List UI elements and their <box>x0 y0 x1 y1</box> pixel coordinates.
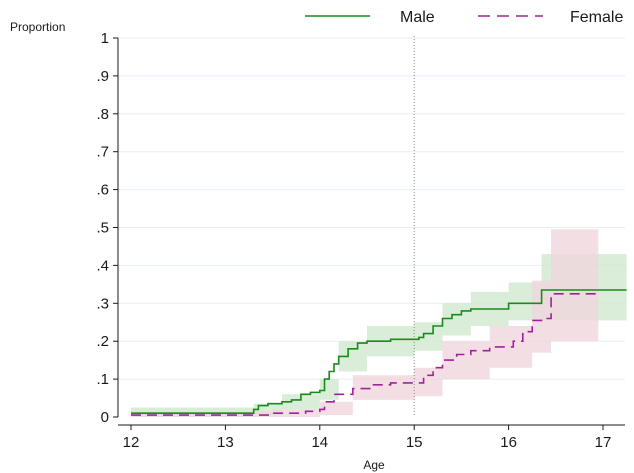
x-tick-label: 12 <box>123 434 140 451</box>
y-tick-label: .3 <box>96 295 109 312</box>
legend-label-male: Male <box>400 9 435 26</box>
x-axis: 12 13 14 15 16 17 <box>118 424 625 451</box>
x-tick-label: 17 <box>595 434 612 451</box>
x-tick-label: 14 <box>311 434 328 451</box>
y-tick-label: .4 <box>96 257 109 274</box>
y-tick-label: .9 <box>96 68 109 85</box>
ci-bands <box>131 229 627 417</box>
y-tick-label: 0 <box>101 409 109 426</box>
ci-band-male <box>131 252 627 417</box>
x-tick-label: 13 <box>217 434 234 451</box>
series-lines <box>131 289 627 416</box>
x-axis-title: Age <box>363 458 385 472</box>
series-line-male <box>131 289 627 414</box>
y-axis: 0 .1 .2 .3 .4 .5 .6 .7 .8 .9 1 <box>96 30 119 426</box>
legend-label-female: Female <box>570 9 623 26</box>
y-tick-label: .7 <box>96 144 109 161</box>
y-tick-label: .1 <box>96 371 109 388</box>
x-tick-label: 15 <box>406 434 423 451</box>
y-tick-label: .5 <box>96 220 109 237</box>
legend: Male Female <box>293 0 634 36</box>
grid-lines <box>118 37 625 380</box>
y-tick-label: .2 <box>96 333 109 350</box>
ci-band-female <box>131 229 599 417</box>
y-tick-label: .6 <box>96 182 109 199</box>
legend-box <box>293 0 634 36</box>
series-line-female <box>131 293 599 416</box>
y-tick-label: .8 <box>96 106 109 123</box>
y-tick-label: 1 <box>101 30 109 47</box>
y-axis-title: Proportion <box>10 20 65 34</box>
x-tick-label: 16 <box>500 434 517 451</box>
